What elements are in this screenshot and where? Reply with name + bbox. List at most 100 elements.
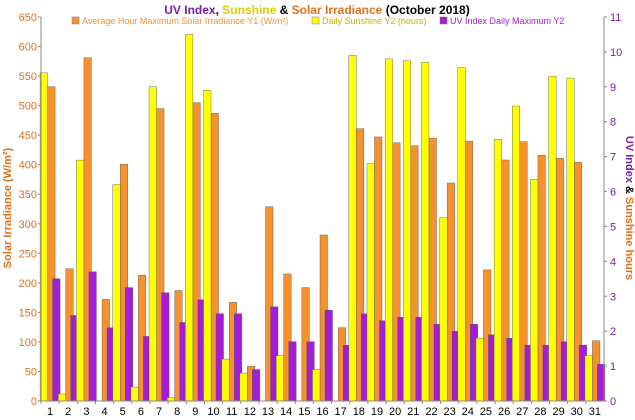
y2-tick-label-3: 3	[610, 291, 616, 303]
chart-title-part-3: &	[276, 3, 291, 17]
legend-label-0: Average Hour Maximum Solar Irradiance Y1…	[82, 16, 288, 26]
x-tick-label-30: 30	[571, 406, 583, 418]
x-tick-label-26: 26	[498, 406, 510, 418]
y2-tick-label-8: 8	[610, 117, 616, 129]
x-tick-label-12: 12	[244, 406, 256, 418]
x-tick-label-16: 16	[316, 406, 328, 418]
bar-uv-12	[252, 369, 261, 402]
y1-tick-label-150: 150	[19, 307, 37, 319]
x-tick-label-22: 22	[425, 406, 437, 418]
bar-sunshine-30	[566, 77, 575, 402]
y1-tick-label-350: 350	[19, 189, 37, 201]
bar-uv-5	[125, 287, 133, 402]
x-tick-label-28: 28	[534, 406, 546, 418]
x-tick-label-18: 18	[353, 406, 365, 418]
bar-sunshine-18	[348, 55, 357, 402]
bar-sunshine-14	[275, 355, 284, 402]
x-tick-label-20: 20	[389, 406, 401, 418]
y1-tick-label-450: 450	[19, 130, 37, 142]
bar-sunshine-10	[203, 90, 212, 402]
y2-axis-title-part-2: Sunshine hours	[623, 197, 635, 280]
y2-tick-label-2: 2	[610, 326, 616, 338]
legend: Average Hour Maximum Solar Irradiance Y1…	[71, 16, 564, 26]
bar-uv-16	[324, 310, 333, 402]
x-tick-label-15: 15	[298, 406, 310, 418]
x-tick-label-21: 21	[407, 406, 419, 418]
axes	[40, 17, 605, 402]
y2-tick-label-9: 9	[610, 82, 616, 94]
y2-tick-label-11: 11	[610, 12, 621, 24]
x-tick-label-13: 13	[262, 406, 274, 418]
bar-sunshine-19	[366, 163, 375, 402]
y1-tick-label-400: 400	[19, 160, 37, 172]
x-tick-label-3: 3	[83, 406, 89, 418]
y2-axis-title: UV Index & Sunshine hours	[623, 136, 635, 280]
x-tick-label-9: 9	[192, 406, 198, 418]
x-tick-label-25: 25	[480, 406, 492, 418]
bar-sunshine-22	[421, 62, 430, 402]
chart-title-part-5: (October 2018)	[382, 3, 469, 17]
legend-label-1: Daily Sunshine Y2 (hours)	[322, 16, 426, 26]
bar-sunshine-12	[239, 372, 248, 402]
chart-title-part-4: Solar Irradiance	[292, 3, 383, 17]
y1-tick-label-550: 550	[19, 71, 37, 83]
chart-title-part-2: Sunshine	[222, 3, 276, 17]
y2-tick-label-4: 4	[610, 256, 616, 268]
y1-tick-label-600: 600	[19, 42, 37, 54]
x-tick-label-23: 23	[444, 406, 456, 418]
x-tick-label-4: 4	[102, 406, 108, 418]
y1-axis-title: Solar Irradiance (W/m²)	[2, 147, 14, 268]
x-tick-label-24: 24	[462, 406, 474, 418]
y2-ticks: 0 1 2 3 4 5 6 7 8 9 10 11	[604, 12, 622, 408]
bar-sunshine-31	[584, 355, 593, 402]
bar-sunshine-3	[76, 159, 85, 402]
bar-sunshine-7	[148, 86, 157, 402]
chart-title-part-1: ,	[216, 3, 223, 17]
bar-sunshine-5	[112, 184, 121, 402]
y2-tick-label-0: 0	[610, 396, 616, 408]
y2-tick-label-1: 1	[610, 361, 616, 373]
bar-sunshine-2	[58, 393, 66, 402]
x-tick-label-7: 7	[156, 406, 162, 418]
y2-tick-label-10: 10	[610, 47, 622, 59]
bar-sunshine-21	[403, 60, 412, 402]
bar-sunshine-24	[457, 67, 466, 402]
x-tick-label-8: 8	[174, 406, 180, 418]
y1-tick-label-300: 300	[19, 219, 37, 231]
y1-tick-label-650: 650	[19, 12, 37, 24]
bar-sunshine-26	[493, 138, 502, 402]
bar-sunshine-16	[312, 369, 321, 402]
bar-sunshine-25	[475, 337, 484, 402]
bar-sunshine-11	[221, 358, 230, 402]
y1-tick-label-200: 200	[19, 278, 37, 290]
y1-tick-label-250: 250	[19, 248, 37, 260]
x-tick-label-10: 10	[207, 406, 219, 418]
bars	[39, 34, 606, 402]
bar-uv-1	[52, 278, 61, 402]
legend-label-2: UV Index Daily Maximum Y2	[450, 16, 564, 26]
x-tick-label-11: 11	[226, 406, 237, 418]
legend-swatch-1	[311, 16, 320, 25]
y2-axis-title-part-1: &	[623, 183, 635, 197]
bar-sunshine-27	[512, 105, 520, 402]
y2-axis-title-part-0: UV Index	[623, 136, 635, 184]
bar-uv-7	[161, 292, 170, 402]
bar-sunshine-8	[167, 397, 175, 402]
y2-tick-label-7: 7	[610, 152, 616, 164]
x-tick-label-5: 5	[120, 406, 126, 418]
y1-tick-label-0: 0	[31, 396, 37, 408]
y2-tick-label-6: 6	[610, 187, 616, 199]
x-tick-label-14: 14	[280, 406, 292, 418]
bar-sunshine-9	[185, 34, 194, 402]
bar-sunshine-6	[130, 386, 139, 402]
x-tick-label-27: 27	[516, 406, 528, 418]
x-tick-label-19: 19	[371, 406, 383, 418]
chart-title-part-0: UV Index	[164, 3, 216, 17]
y2-tick-label-5: 5	[610, 221, 616, 233]
x-tick-label-29: 29	[552, 406, 564, 418]
x-tick-label-17: 17	[335, 406, 347, 418]
x-tick-label-6: 6	[138, 406, 144, 418]
y1-tick-label-500: 500	[19, 101, 37, 113]
bar-sunshine-20	[384, 58, 393, 402]
